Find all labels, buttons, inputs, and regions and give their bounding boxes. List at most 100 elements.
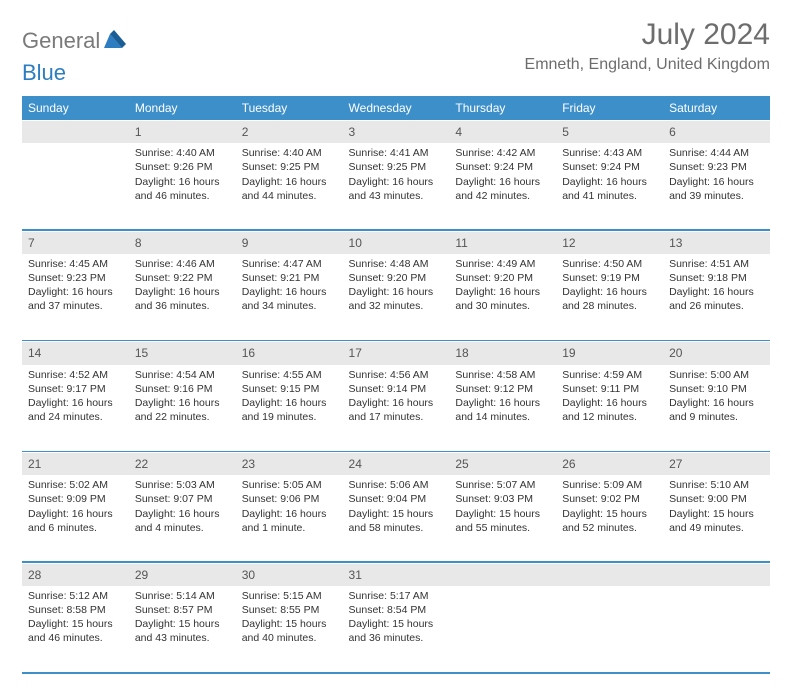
dayl2-text: and 24 minutes.: [28, 410, 123, 424]
month-title: July 2024: [525, 18, 770, 52]
separator-cell: [129, 672, 236, 674]
dayl1-text: Daylight: 16 hours: [562, 175, 657, 189]
brand-triangle-icon: [104, 30, 126, 53]
day-cell: [663, 586, 770, 672]
sunrise-text: Sunrise: 4:40 AM: [242, 146, 337, 160]
day-cell: Sunrise: 4:50 AMSunset: 9:19 PMDaylight:…: [556, 254, 663, 340]
separator-cell: [343, 672, 450, 674]
day-cell: Sunrise: 4:58 AMSunset: 9:12 PMDaylight:…: [449, 365, 556, 451]
title-block: July 2024 Emneth, England, United Kingdo…: [525, 18, 770, 74]
dayl2-text: and 42 minutes.: [455, 189, 550, 203]
day-number-row: 28293031: [22, 563, 770, 586]
day-cell: Sunrise: 5:00 AMSunset: 9:10 PMDaylight:…: [663, 365, 770, 451]
brand-word-2: Blue: [22, 60, 66, 86]
dayl1-text: Daylight: 16 hours: [455, 285, 550, 299]
sunset-text: Sunset: 8:57 PM: [135, 603, 230, 617]
day-cell: Sunrise: 4:46 AMSunset: 9:22 PMDaylight:…: [129, 254, 236, 340]
sunrise-text: Sunrise: 4:41 AM: [349, 146, 444, 160]
sunrise-text: Sunrise: 5:15 AM: [242, 589, 337, 603]
sunset-text: Sunset: 9:09 PM: [28, 492, 123, 506]
dayl1-text: Daylight: 16 hours: [135, 507, 230, 521]
dayl2-text: and 55 minutes.: [455, 521, 550, 535]
sunrise-text: Sunrise: 4:43 AM: [562, 146, 657, 160]
day-cell: Sunrise: 5:12 AMSunset: 8:58 PMDaylight:…: [22, 586, 129, 672]
sunset-text: Sunset: 9:23 PM: [28, 271, 123, 285]
day-number: 1: [129, 121, 236, 144]
day-number: 13: [663, 231, 770, 254]
day-number: 18: [449, 342, 556, 365]
sunrise-text: Sunrise: 5:14 AM: [135, 589, 230, 603]
sunrise-text: Sunrise: 5:17 AM: [349, 589, 444, 603]
sunrise-text: Sunrise: 4:47 AM: [242, 257, 337, 271]
dayl1-text: Daylight: 15 hours: [242, 617, 337, 631]
weekday-header: Tuesday: [236, 96, 343, 121]
separator-cell: [556, 672, 663, 674]
day-number: 17: [343, 342, 450, 365]
dayl2-text: and 9 minutes.: [669, 410, 764, 424]
day-number: 27: [663, 453, 770, 476]
sunrise-text: Sunrise: 4:59 AM: [562, 368, 657, 382]
day-number: 3: [343, 121, 450, 144]
week-row: Sunrise: 4:52 AMSunset: 9:17 PMDaylight:…: [22, 365, 770, 451]
sunset-text: Sunset: 9:04 PM: [349, 492, 444, 506]
weekday-header-row: Sunday Monday Tuesday Wednesday Thursday…: [22, 96, 770, 121]
day-number-row: 21222324252627: [22, 453, 770, 476]
dayl1-text: Daylight: 16 hours: [562, 285, 657, 299]
dayl1-text: Daylight: 16 hours: [135, 285, 230, 299]
location-subtitle: Emneth, England, United Kingdom: [525, 56, 770, 74]
day-cell: Sunrise: 4:54 AMSunset: 9:16 PMDaylight:…: [129, 365, 236, 451]
day-number: 4: [449, 121, 556, 144]
sunrise-text: Sunrise: 4:58 AM: [455, 368, 550, 382]
weekday-header: Sunday: [22, 96, 129, 121]
sunrise-text: Sunrise: 4:42 AM: [455, 146, 550, 160]
dayl2-text: and 36 minutes.: [135, 299, 230, 313]
day-cell: Sunrise: 5:15 AMSunset: 8:55 PMDaylight:…: [236, 586, 343, 672]
separator-cell: [663, 672, 770, 674]
day-cell: Sunrise: 4:40 AMSunset: 9:25 PMDaylight:…: [236, 143, 343, 229]
dayl2-text: and 4 minutes.: [135, 521, 230, 535]
day-number: 20: [663, 342, 770, 365]
day-cell: Sunrise: 4:45 AMSunset: 9:23 PMDaylight:…: [22, 254, 129, 340]
dayl2-text: and 41 minutes.: [562, 189, 657, 203]
sunset-text: Sunset: 9:21 PM: [242, 271, 337, 285]
dayl1-text: Daylight: 16 hours: [242, 285, 337, 299]
sunrise-text: Sunrise: 4:40 AM: [135, 146, 230, 160]
day-cell: Sunrise: 5:17 AMSunset: 8:54 PMDaylight:…: [343, 586, 450, 672]
dayl2-text: and 26 minutes.: [669, 299, 764, 313]
dayl1-text: Daylight: 15 hours: [562, 507, 657, 521]
weekday-header: Monday: [129, 96, 236, 121]
sunrise-text: Sunrise: 5:03 AM: [135, 478, 230, 492]
dayl2-text: and 17 minutes.: [349, 410, 444, 424]
dayl1-text: Daylight: 15 hours: [28, 617, 123, 631]
dayl2-text: and 32 minutes.: [349, 299, 444, 313]
week-separator: [22, 672, 770, 674]
day-cell: Sunrise: 4:48 AMSunset: 9:20 PMDaylight:…: [343, 254, 450, 340]
day-cell: Sunrise: 4:52 AMSunset: 9:17 PMDaylight:…: [22, 365, 129, 451]
sunrise-text: Sunrise: 4:51 AM: [669, 257, 764, 271]
sunrise-text: Sunrise: 4:55 AM: [242, 368, 337, 382]
day-number: 23: [236, 453, 343, 476]
dayl2-text: and 34 minutes.: [242, 299, 337, 313]
day-number: 28: [22, 563, 129, 586]
day-cell: Sunrise: 4:49 AMSunset: 9:20 PMDaylight:…: [449, 254, 556, 340]
day-number: 22: [129, 453, 236, 476]
weekday-header: Saturday: [663, 96, 770, 121]
dayl1-text: Daylight: 16 hours: [669, 396, 764, 410]
day-cell: Sunrise: 5:06 AMSunset: 9:04 PMDaylight:…: [343, 475, 450, 561]
dayl2-text: and 1 minute.: [242, 521, 337, 535]
dayl1-text: Daylight: 16 hours: [349, 175, 444, 189]
sunset-text: Sunset: 9:18 PM: [669, 271, 764, 285]
dayl1-text: Daylight: 15 hours: [135, 617, 230, 631]
dayl1-text: Daylight: 16 hours: [349, 396, 444, 410]
week-row: Sunrise: 4:45 AMSunset: 9:23 PMDaylight:…: [22, 254, 770, 340]
dayl1-text: Daylight: 16 hours: [562, 396, 657, 410]
dayl2-text: and 19 minutes.: [242, 410, 337, 424]
day-cell: Sunrise: 4:41 AMSunset: 9:25 PMDaylight:…: [343, 143, 450, 229]
calendar-page: General July 2024 Emneth, England, Unite…: [0, 0, 792, 692]
day-number: [663, 563, 770, 586]
day-number: 5: [556, 121, 663, 144]
day-number: 2: [236, 121, 343, 144]
sunset-text: Sunset: 9:11 PM: [562, 382, 657, 396]
day-cell: Sunrise: 5:07 AMSunset: 9:03 PMDaylight:…: [449, 475, 556, 561]
dayl1-text: Daylight: 16 hours: [455, 396, 550, 410]
